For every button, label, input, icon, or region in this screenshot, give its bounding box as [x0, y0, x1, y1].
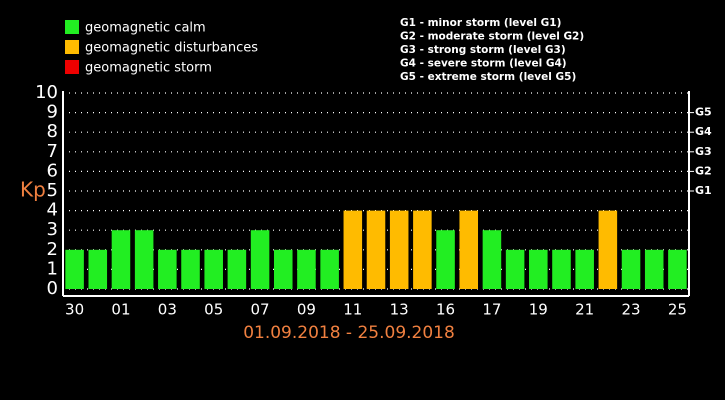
legend-swatch: [65, 20, 79, 34]
bar: [273, 249, 293, 289]
x-tick-label: 25: [668, 301, 687, 319]
y-tick-label: 10: [35, 82, 58, 103]
storm-level-note: G2 - moderate storm (level G2): [400, 31, 584, 43]
y-tick-label: 1: [47, 258, 58, 279]
x-tick-label: 21: [575, 301, 594, 319]
y-axis-label: Kp: [20, 178, 46, 202]
bar: [621, 249, 641, 289]
legend-label: geomagnetic storm: [85, 61, 212, 76]
bar: [413, 210, 432, 289]
bar: [297, 249, 316, 289]
x-axis-label: 01.09.2018 - 25.09.2018: [243, 323, 455, 343]
x-tick-label: 09: [297, 301, 316, 319]
bar: [505, 249, 525, 289]
bar: [575, 249, 594, 289]
storm-level-note: G5 - extreme storm (level G5): [400, 71, 576, 83]
bar: [598, 210, 618, 289]
bar: [552, 249, 571, 289]
bar: [529, 249, 548, 289]
bar: [250, 230, 270, 289]
y2-tick-label: G5: [695, 106, 712, 119]
y-tick-label: 7: [47, 141, 58, 162]
bar: [366, 210, 386, 289]
legend-label: geomagnetic disturbances: [85, 41, 258, 56]
y2-tick-label: G3: [695, 145, 712, 158]
y-tick-label: 5: [47, 180, 58, 201]
x-tick-label: 01: [111, 301, 130, 319]
x-tick-label: 05: [204, 301, 223, 319]
x-tick-label: 13: [390, 301, 409, 319]
legend-swatch: [65, 40, 79, 54]
y2-tick-label: G4: [695, 125, 712, 138]
y-tick-label: 9: [47, 102, 58, 123]
bar: [65, 249, 84, 289]
x-tick-label: 17: [482, 301, 501, 319]
bar: [134, 230, 154, 289]
bar: [459, 210, 479, 289]
bar: [227, 249, 247, 289]
storm-level-note: G3 - strong storm (level G3): [400, 44, 566, 56]
bar: [181, 249, 200, 289]
y-tick-label: 8: [47, 121, 58, 142]
bar: [668, 249, 687, 289]
y2-tick-label: G1: [695, 184, 712, 197]
bar: [644, 249, 664, 289]
x-tick-label: 03: [158, 301, 177, 319]
x-tick-label: 11: [343, 301, 362, 319]
legend-swatch: [65, 60, 79, 74]
bar: [320, 249, 339, 289]
bar: [204, 249, 223, 289]
bar: [111, 230, 131, 289]
x-tick-label: 07: [251, 301, 270, 319]
bar: [389, 210, 409, 289]
x-tick-label: 23: [621, 301, 640, 319]
storm-level-note: G4 - severe storm (level G4): [400, 58, 567, 70]
bar: [158, 249, 177, 289]
bar: [436, 230, 455, 289]
y-tick-label: 3: [47, 219, 58, 240]
x-tick-label: 19: [529, 301, 548, 319]
x-tick-label: 30: [65, 301, 84, 319]
y-tick-label: 0: [47, 278, 58, 299]
bar: [482, 230, 502, 289]
storm-level-note: G1 - minor storm (level G1): [400, 17, 561, 29]
bar: [343, 210, 363, 289]
y-tick-label: 2: [47, 239, 58, 260]
bar: [88, 249, 108, 289]
y-tick-label: 6: [47, 160, 58, 181]
y2-tick-label: G2: [695, 164, 712, 177]
x-tick-label: 16: [436, 301, 455, 319]
legend-label: geomagnetic calm: [85, 21, 206, 36]
y-tick-label: 4: [47, 200, 58, 221]
